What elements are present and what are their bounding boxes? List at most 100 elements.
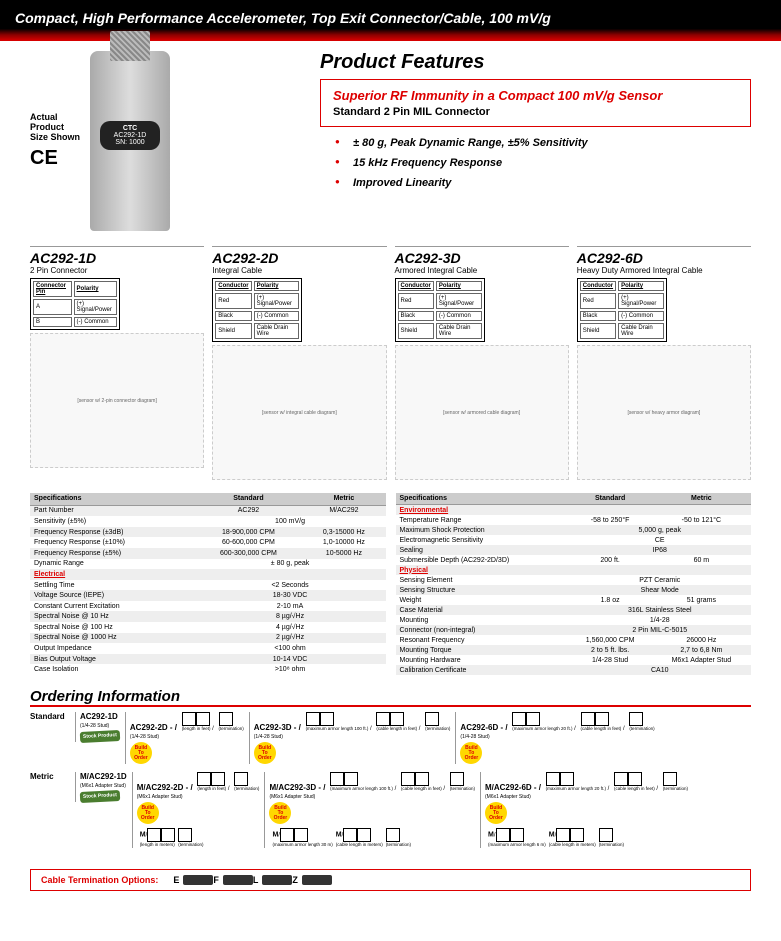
order-block: AC292-2D - / (length in feet) / (termina… bbox=[125, 712, 244, 764]
spec-met: M6x1 Adapter Stud bbox=[652, 655, 751, 665]
spec-std: 200 ft. bbox=[568, 555, 651, 565]
variant-card: AC292-1D 2 Pin Connector Connector PinPo… bbox=[30, 246, 204, 480]
order-digit-box bbox=[234, 772, 248, 786]
spec-met: 51 grams bbox=[652, 595, 751, 605]
ordering-section: Ordering Information Standard AC292-1D (… bbox=[0, 683, 781, 861]
spec-met: -50 to 121°C bbox=[652, 515, 751, 525]
spec-value: 2 Pin MIL-C-5015 bbox=[568, 625, 751, 635]
order-digit-box bbox=[330, 772, 344, 786]
highlight-box: Superior RF Immunity in a Compact 100 mV… bbox=[320, 79, 751, 127]
order-code: M/AC292-1D bbox=[80, 772, 127, 781]
order-digit-box bbox=[386, 828, 400, 842]
variant-card: AC292-6D Heavy Duty Armored Integral Cab… bbox=[577, 246, 751, 480]
spec-label: Spectral Noise @ 10 Hz bbox=[30, 611, 195, 622]
spec-std: 2 to 5 ft. lbs. bbox=[568, 645, 651, 655]
order-digit-box bbox=[570, 828, 584, 842]
connector-icon bbox=[302, 875, 332, 885]
order-digit-box bbox=[614, 772, 628, 786]
build-badge: Build To Order bbox=[460, 742, 482, 764]
order-row-label: Standard bbox=[30, 712, 70, 721]
connector-icon bbox=[262, 875, 292, 885]
product-image-area: Actual Product Size Shown CE CTC AC292-1… bbox=[30, 51, 290, 231]
feature-bullet: ± 80 g, Peak Dynamic Range, ±5% Sensitiv… bbox=[335, 137, 751, 149]
order-digit-box bbox=[197, 772, 211, 786]
order-sub: (M6x1 Adapter Stud) bbox=[485, 794, 531, 800]
spec-value: PZT Ceramic bbox=[568, 575, 751, 585]
pin-table: ConductorPolarityRed(+) Signal/PowerBlac… bbox=[577, 278, 667, 342]
spec-label: Maximum Shock Protection bbox=[396, 525, 569, 535]
sensor-label-plate: CTC AC292-1D SN: 1000 bbox=[100, 121, 160, 150]
spec-label: Temperature Range bbox=[396, 515, 569, 525]
order-code: AC292-6D - / bbox=[460, 723, 507, 732]
spec-met: 0,3-15000 Hz bbox=[302, 527, 385, 538]
term-option: E bbox=[173, 875, 213, 885]
size-label: Actual Product Size Shown bbox=[30, 112, 80, 142]
specs-row: SpecificationsStandardMetricPart NumberA… bbox=[0, 485, 781, 683]
order-digit-box bbox=[344, 772, 358, 786]
spec-label: Spectral Noise @ 100 Hz bbox=[30, 622, 195, 633]
cable-term-label: Cable Termination Options: bbox=[41, 875, 158, 885]
top-section: Actual Product Size Shown CE CTC AC292-1… bbox=[0, 41, 781, 241]
order-digit-box bbox=[663, 772, 677, 786]
highlight-line1: Superior RF Immunity in a Compact 100 mV… bbox=[333, 88, 738, 103]
specs-table-right: SpecificationsStandardMetricEnvironmenta… bbox=[396, 493, 752, 675]
build-badge: Build To Order bbox=[269, 802, 291, 824]
spec-std: 60-600,000 CPM bbox=[195, 537, 303, 548]
spec-label: Spectral Noise @ 1000 Hz bbox=[30, 633, 195, 644]
order-sub: (1/4-28 Stud) bbox=[460, 734, 489, 740]
order-digit-box bbox=[280, 828, 294, 842]
spec-value: 2-10 mA bbox=[195, 601, 386, 612]
variant-card: AC292-3D Armored Integral Cable Conducto… bbox=[395, 246, 569, 480]
build-badge: Build To Order bbox=[485, 802, 507, 824]
pin-table: Connector PinPolarityA(+) Signal/PowerB(… bbox=[30, 278, 120, 330]
sn-text: SN: 1000 bbox=[102, 139, 158, 146]
spec-label: Resonant Frequency bbox=[396, 635, 569, 645]
term-option: L bbox=[253, 875, 293, 885]
pin-table: ConductorPolarityRed(+) Signal/PowerBlac… bbox=[395, 278, 485, 342]
spec-label: Sensing Element bbox=[396, 575, 569, 585]
spec-label: Bias Output Voltage bbox=[30, 654, 195, 665]
spec-label: Mounting bbox=[396, 615, 569, 625]
order-digit-box bbox=[425, 712, 439, 726]
spec-label: Calibration Certificate bbox=[396, 665, 569, 675]
variant-sub: 2 Pin Connector bbox=[30, 266, 204, 275]
order-digit-box bbox=[294, 828, 308, 842]
term-option: Z bbox=[292, 875, 332, 885]
order-digit-box bbox=[450, 772, 464, 786]
spec-label: Frequency Response (±10%) bbox=[30, 537, 195, 548]
term-option: F bbox=[213, 875, 253, 885]
order-digit-box bbox=[357, 828, 371, 842]
order-digit-box bbox=[629, 712, 643, 726]
order-digit-box bbox=[546, 772, 560, 786]
spec-value: 2 µg/√Hz bbox=[195, 633, 386, 644]
spec-value: 4 µg/√Hz bbox=[195, 622, 386, 633]
order-digit-box bbox=[510, 828, 524, 842]
ce-mark: CE bbox=[30, 147, 80, 170]
order-block: AC292-6D - / (maximum armor length 20 ft… bbox=[455, 712, 654, 764]
order-digit-box bbox=[196, 712, 210, 726]
build-badge: Build To Order bbox=[130, 742, 152, 764]
order-digit-box bbox=[178, 828, 192, 842]
spec-label: Voltage Source (IEPE) bbox=[30, 590, 195, 601]
spec-std: 1.8 oz bbox=[568, 595, 651, 605]
order-block: AC292-3D - / (maximum armor length 100 f… bbox=[249, 712, 451, 764]
spec-std: AC292 bbox=[195, 505, 303, 516]
cable-termination-box: Cable Termination Options: EFLZ bbox=[30, 869, 751, 891]
spec-value: 18-30 VDC bbox=[195, 590, 386, 601]
order-block: M/AC292-3D - / (maximum armor length 100… bbox=[264, 772, 475, 848]
features-panel: Product Features Superior RF Immunity in… bbox=[320, 51, 751, 231]
spec-label: Frequency Response (±3dB) bbox=[30, 527, 195, 538]
order-sub: (M6x1 Adapter Stud) bbox=[269, 794, 315, 800]
order-digit-box bbox=[320, 712, 334, 726]
order-code: M/AC292-2D - / bbox=[137, 783, 193, 792]
spec-label: Case Isolation bbox=[30, 664, 195, 675]
spec-met: 10-5000 Hz bbox=[302, 548, 385, 559]
ordering-title: Ordering Information bbox=[30, 688, 751, 707]
spec-label: Mounting Hardware bbox=[396, 655, 569, 665]
feature-bullets: ± 80 g, Peak Dynamic Range, ±5% Sensitiv… bbox=[320, 137, 751, 189]
order-digit-box bbox=[595, 712, 609, 726]
order-sub: (1/4-28 Stud) bbox=[130, 734, 159, 740]
variant-diagram: [sensor w/ 2-pin connector diagram] bbox=[30, 333, 204, 468]
spec-met: M/AC292 bbox=[302, 505, 385, 516]
highlight-line2: Standard 2 Pin MIL Connector bbox=[333, 106, 738, 118]
